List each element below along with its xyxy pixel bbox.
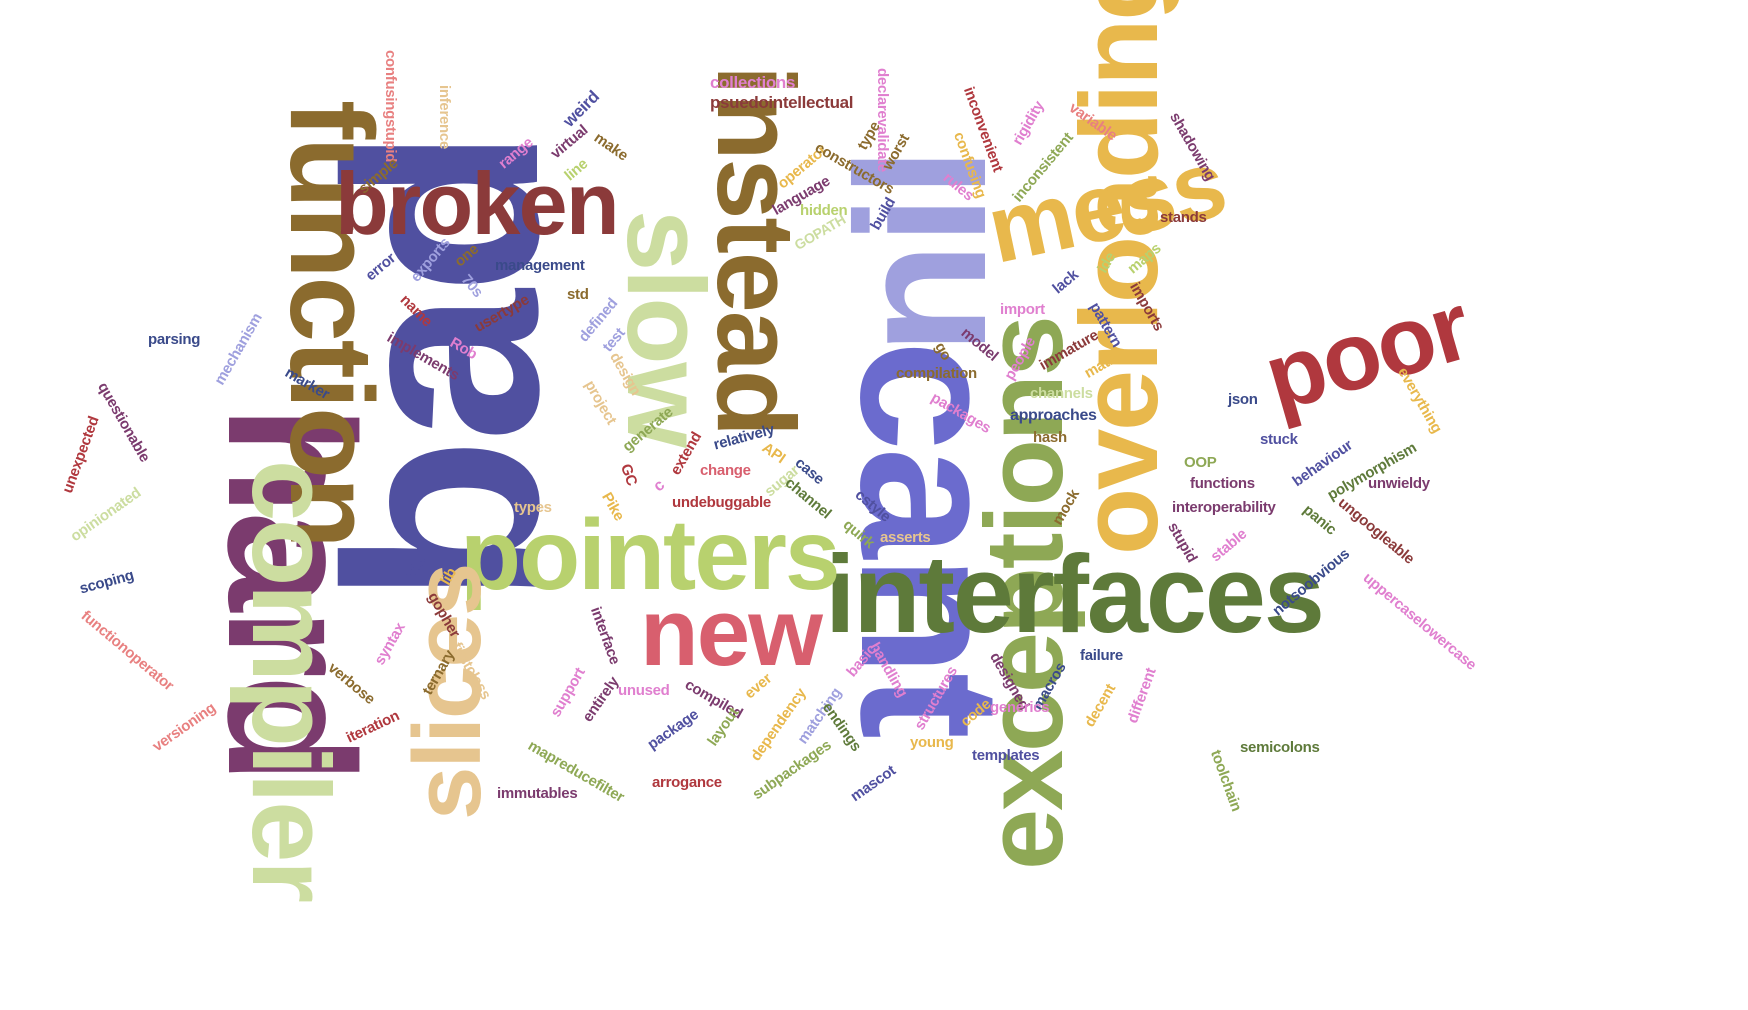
word-failure: failure [1080,647,1123,664]
word-different: different [1124,665,1160,726]
word-approaches: approaches [1010,407,1097,424]
word-hash: hash [1033,429,1067,446]
word-mechanism: mechanism [211,310,266,388]
word-toolchain: toolchain [1206,747,1245,814]
word-generics: generics [990,699,1050,716]
word-compilation: compilation [896,365,977,382]
word-interface: interface [586,604,624,667]
word-json: json [1228,391,1258,408]
word-templates: templates [972,747,1040,764]
word-overloading: overloading [1058,0,1181,555]
word-collections: collections [710,73,796,92]
word-package: package [644,705,702,754]
word-types: types [514,499,552,516]
word-std: std [567,286,589,303]
word-unwieldy: unwieldy [1368,475,1430,492]
word-layout: layout [704,704,743,750]
word-decent: decent [1081,681,1120,730]
word-functionoperator: functionoperator [77,607,177,695]
word-unexpected: unexpected [59,414,103,496]
word-young: young [910,734,954,751]
word-confusingstupid: confusingstupid [382,50,399,163]
word-interfaces: interfaces [825,533,1325,656]
word-OOP: OOP [1184,454,1217,471]
word-arrogance: arrogance [652,774,722,791]
word-entirely: entirely [579,673,623,726]
word-import: import [1000,301,1045,318]
word-mascot: mascot [847,762,899,806]
word-interoperability: interoperability [1172,499,1276,516]
word-asserts: asserts [880,529,931,546]
word-opinionated: opinionated [67,484,145,546]
word-unused: unused [618,682,670,699]
word-scoping: scoping [77,566,136,598]
word-parsing: parsing [148,331,201,348]
word-inference: inference [436,85,453,149]
word-psuedointellectual: psuedointellectual [710,93,854,112]
word-compiler: compiler [229,460,352,901]
word-immutables: immutables [497,785,578,802]
word-poor: poor [1253,272,1481,433]
word-GC: GC [616,461,641,489]
word-functions: functions [1190,475,1255,492]
word-c: c [650,476,668,496]
word-broken: broken [335,154,620,253]
word-rigidity: rigidity [1009,98,1048,148]
word-stands: stands [1160,209,1207,226]
word-change: change [700,462,751,479]
word-channels: channels [1030,385,1093,402]
word-pointers: pointers [460,499,840,611]
word-questionable: questionable [94,379,154,466]
word-semicolons: semicolons [1240,739,1320,756]
word-undebuggable: undebuggable [672,494,771,511]
word-hidden: hidden [800,202,848,219]
word-stuck: stuck [1260,431,1298,448]
word-new: new [640,579,823,686]
word-API: API [758,439,789,467]
word-uppercaselowercase: uppercaselowercase [1359,569,1480,674]
word-management: management [495,257,585,274]
